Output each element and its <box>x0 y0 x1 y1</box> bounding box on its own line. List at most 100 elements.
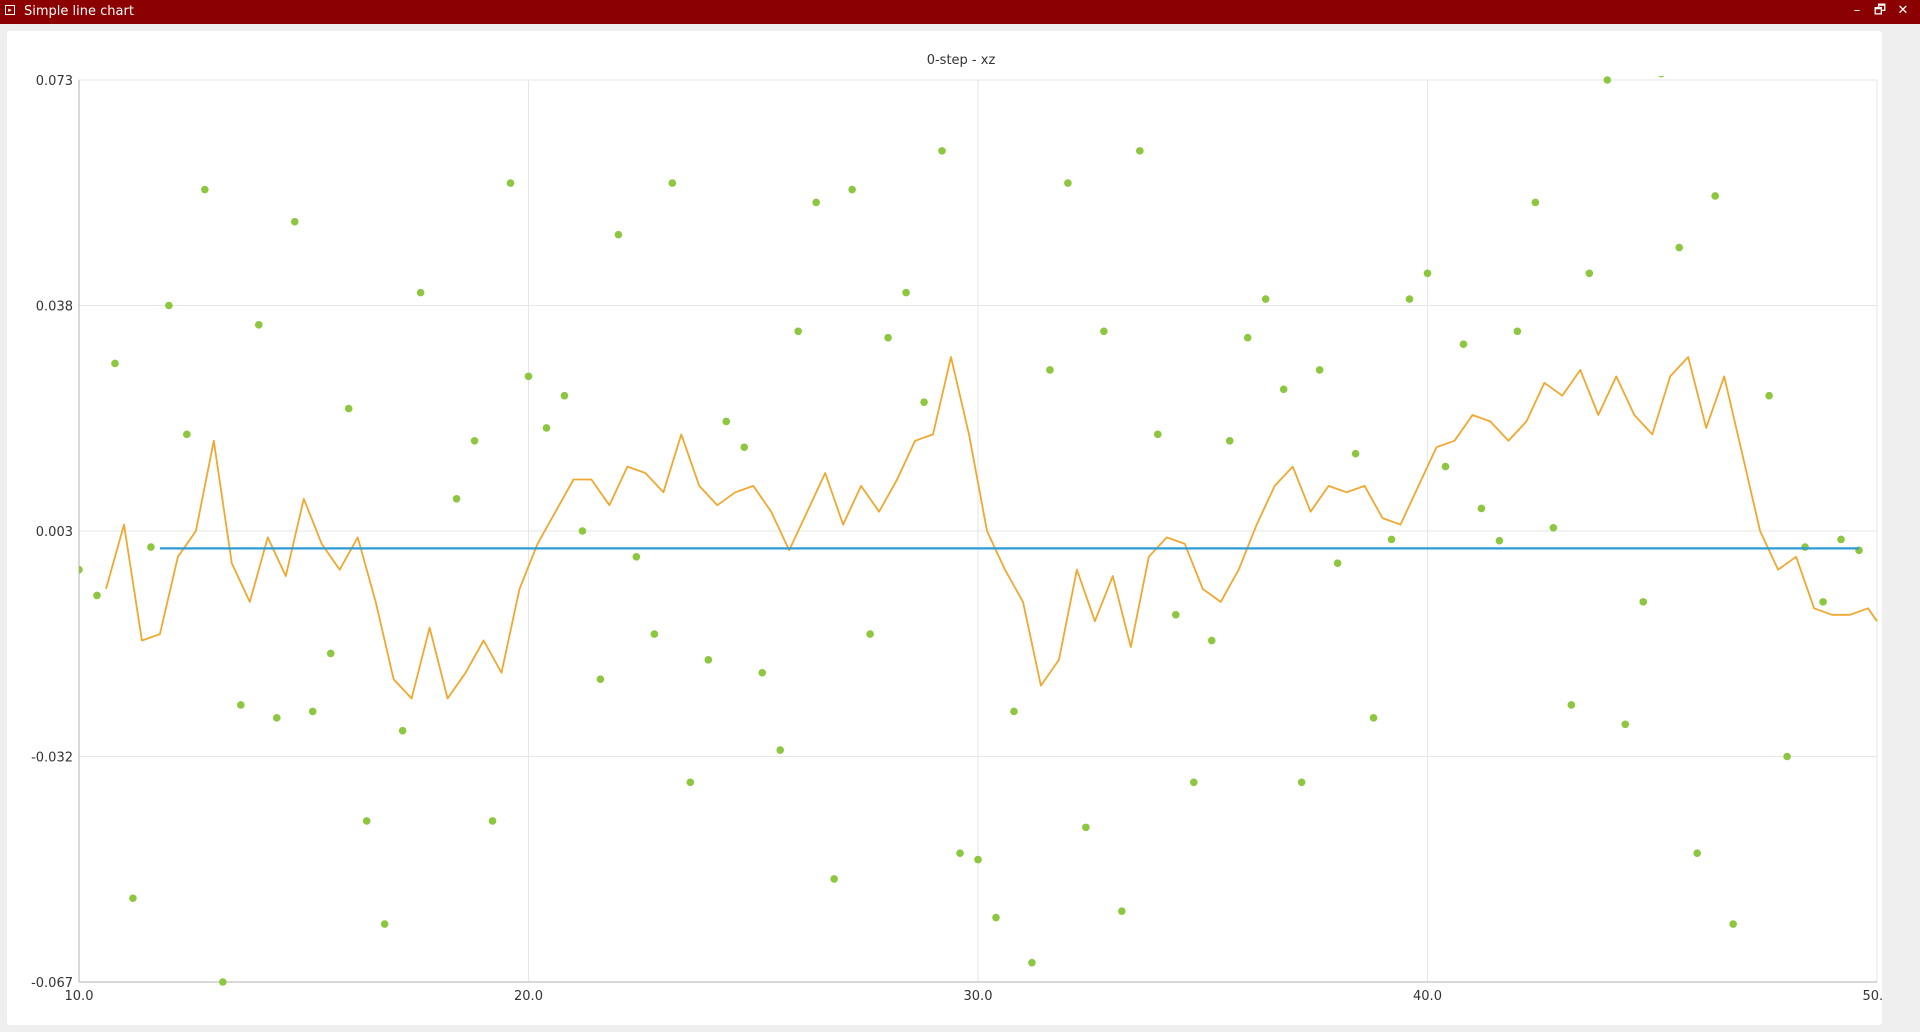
scatter-point <box>920 398 928 406</box>
scatter-point <box>201 185 209 194</box>
scatter-point <box>686 778 695 787</box>
scatter-point <box>1082 823 1090 832</box>
scatter-point <box>1154 430 1162 439</box>
scatter-point <box>1441 462 1450 471</box>
close-button[interactable]: ✕ <box>1897 3 1909 18</box>
scatter-point <box>1100 327 1108 336</box>
scatter-point <box>812 198 820 207</box>
scatter-point <box>1729 920 1737 928</box>
scatter-point <box>1819 598 1827 606</box>
restore-button[interactable]: 🗗 <box>1873 3 1887 18</box>
scatter-point <box>435 991 443 999</box>
scatter-point <box>93 591 101 600</box>
scatter-point <box>794 327 802 336</box>
scatter-point <box>1225 437 1234 445</box>
scatter-point <box>1531 198 1540 207</box>
scatter-point <box>848 185 856 194</box>
scatter-point <box>776 746 785 754</box>
scatter-point <box>1207 636 1216 645</box>
series-layer <box>79 76 1878 1006</box>
y-tick-label: 0.003 <box>36 525 73 540</box>
scatter-point <box>1459 340 1468 348</box>
x-tick-label: 50.0 <box>1863 989 1882 1004</box>
minimize-button[interactable]: – <box>1853 3 1861 18</box>
scatter-point <box>362 817 371 825</box>
scatter-point <box>1064 179 1072 187</box>
scatter-point <box>1567 701 1576 709</box>
scatter-point <box>398 726 407 735</box>
scatter-point <box>1783 752 1791 761</box>
scatter-point <box>470 437 479 445</box>
chart-panel: 0-step - xz 10.0 20.0 30.0 40.0 50.0 0.073 0.0… <box>7 31 1882 1025</box>
scatter-point <box>902 288 910 297</box>
x-tick-label: 10.0 <box>65 989 94 1004</box>
scatter-point <box>237 701 245 709</box>
scatter-point <box>740 443 749 452</box>
scatter-point <box>79 565 83 574</box>
scatter-point <box>1333 559 1342 568</box>
scatter-point <box>722 417 731 426</box>
scatter-point <box>1675 243 1684 252</box>
scatter-point <box>344 404 353 413</box>
scatter-point <box>272 714 281 722</box>
scatter-point <box>1010 707 1018 716</box>
scatter-point <box>1279 385 1288 394</box>
scatter-point <box>1171 610 1180 619</box>
window-title: Simple line chart <box>24 4 134 19</box>
scatter-point <box>1658 76 1665 78</box>
scatter-point <box>1315 366 1324 374</box>
y-tick-label: -0.067 <box>31 976 73 991</box>
scatter-point <box>1405 295 1414 303</box>
x-tick-label: 20.0 <box>514 989 543 1004</box>
scatter-point <box>290 217 299 226</box>
scatter-point <box>129 894 137 903</box>
scatter-point <box>1747 998 1755 1006</box>
scatter-point <box>219 978 227 986</box>
scatter-point <box>1136 147 1144 155</box>
scatter-point <box>1801 543 1809 551</box>
scatter-point <box>938 147 946 155</box>
scatter-point <box>1837 535 1845 544</box>
y-tick-label: -0.032 <box>31 751 73 766</box>
scatter-point <box>1046 366 1054 374</box>
x-tick-label: 40.0 <box>1413 989 1442 1004</box>
scatter-point <box>255 321 263 329</box>
chart-title: 0-step - xz <box>927 53 996 68</box>
scatter-point <box>524 372 533 381</box>
scatter-point <box>1243 333 1252 342</box>
scatter-point <box>1639 598 1648 606</box>
y-tick-label: 0.073 <box>36 74 73 89</box>
scatter-point <box>596 675 605 683</box>
scatter-point <box>632 552 641 561</box>
scatter-point <box>650 630 659 638</box>
scatter-point <box>506 179 515 187</box>
scatter-point <box>147 543 155 551</box>
scatter-point <box>1118 907 1126 915</box>
scatter-point <box>380 920 389 928</box>
scatter-point <box>1261 295 1270 303</box>
scatter-point <box>1477 504 1486 513</box>
scatter-point <box>165 301 173 310</box>
scatter-point <box>884 333 892 342</box>
scatter-point <box>1351 449 1360 458</box>
scatter-point <box>1765 391 1773 400</box>
scatter-point <box>830 875 838 883</box>
scatter-point <box>542 424 551 432</box>
axis-layer: 10.0 20.0 30.0 40.0 50.0 0.073 0.038 0.003 -0.03… <box>31 74 1882 1004</box>
scatter-point <box>1603 76 1612 84</box>
scatter-point <box>668 179 677 187</box>
scatter-point <box>704 656 713 664</box>
scatter-point <box>614 230 623 239</box>
x-tick-label: 30.0 <box>964 989 993 1004</box>
scatter-point <box>1693 849 1701 857</box>
scatter-point <box>1621 720 1630 729</box>
scatter-point <box>1423 269 1432 278</box>
scatter-point <box>578 527 587 535</box>
scatter-point <box>1711 192 1719 200</box>
y-tick-label: 0.038 <box>36 300 73 315</box>
scatter-point <box>866 630 874 638</box>
scatter-point <box>308 707 317 716</box>
scatter-point <box>1297 778 1306 787</box>
scatter-point <box>992 913 1000 922</box>
scatter-point <box>488 817 497 825</box>
